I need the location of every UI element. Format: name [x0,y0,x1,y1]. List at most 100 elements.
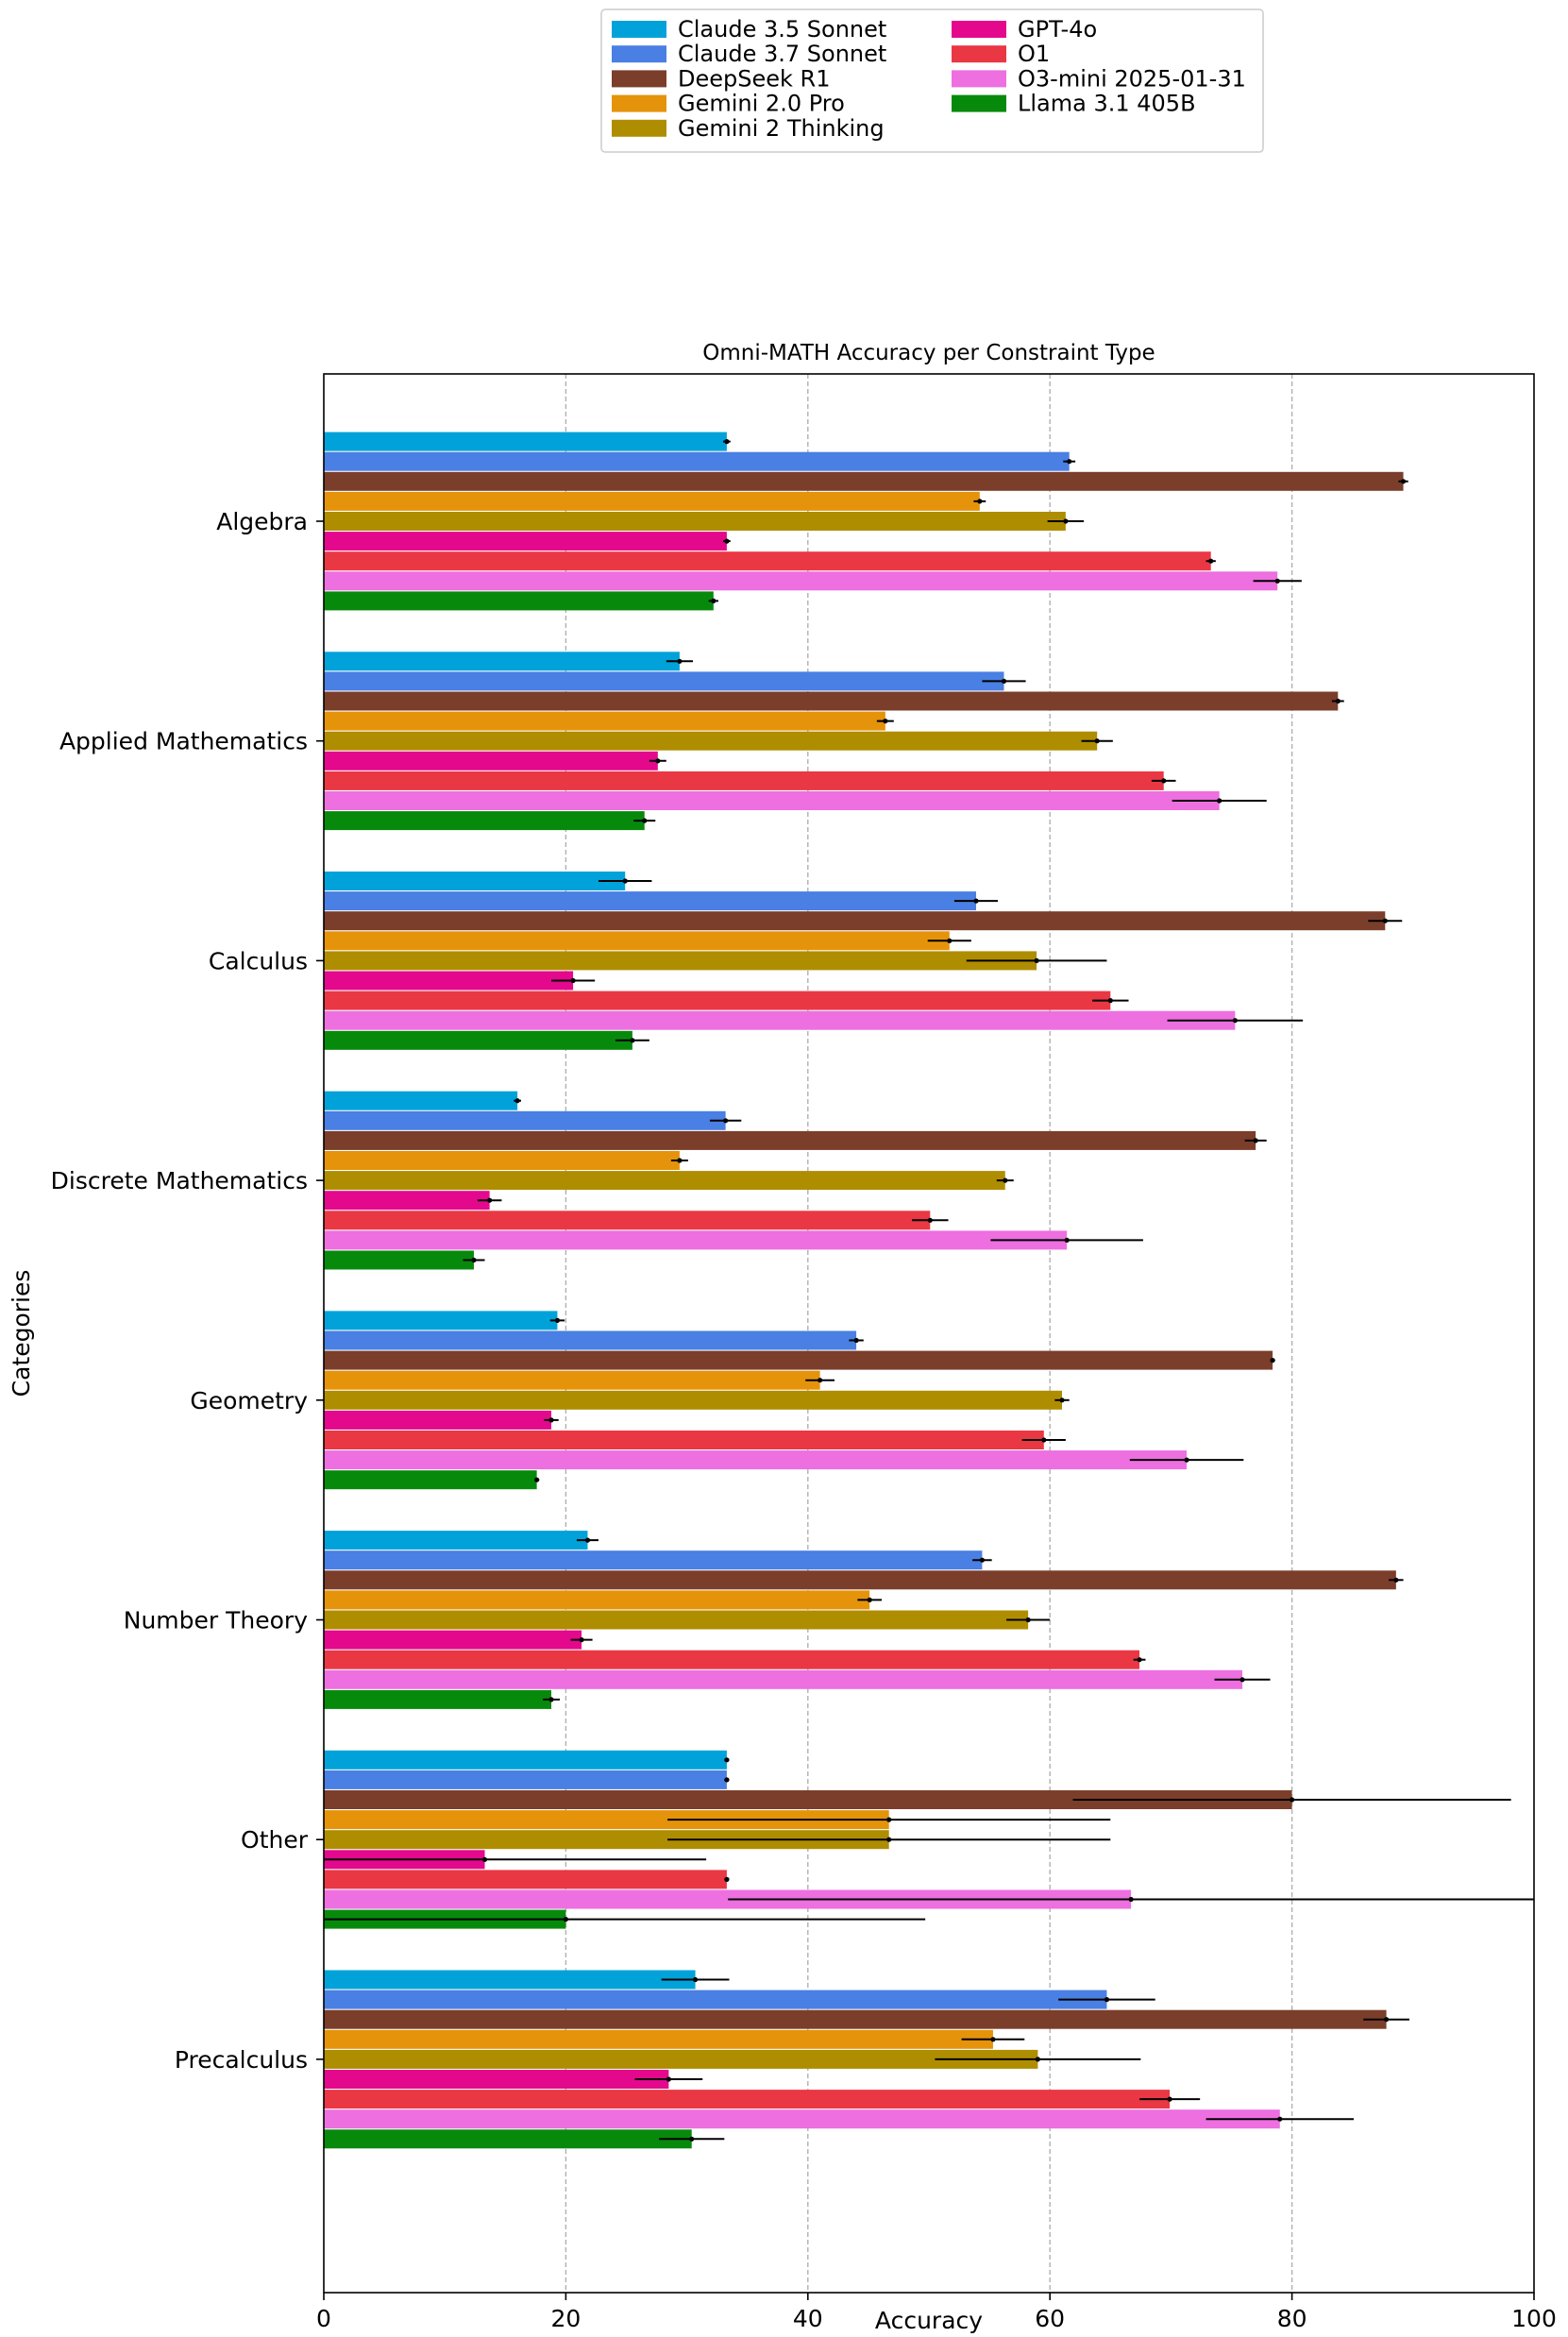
y-tick-label-algebra: Algebra [216,508,308,535]
error-bar-mean-2-7 [1232,1018,1238,1024]
bar-discrete-mathematics-7 [324,1230,1068,1250]
bar-geometry-8 [324,1470,537,1490]
error-bar-mean-4-2 [1270,1358,1275,1363]
bar-number-theory-5 [324,1630,582,1650]
bar-other-1 [324,1770,727,1789]
legend-label-7: O3-mini 2025-01-31 [1018,65,1246,92]
x-tick-label-60: 60 [1035,2305,1065,2332]
error-bar-mean-4-1 [853,1337,859,1344]
bar-algebra-5 [324,532,727,551]
error-bar-mean-7-2 [1383,2017,1390,2023]
y-tick-label-discrete-mathematics: Discrete Mathematics [51,1167,308,1194]
bar-discrete-mathematics-3 [324,1151,680,1170]
bar-precalculus-3 [324,2029,993,2049]
bar-applied-mathematics-5 [324,751,658,771]
bar-calculus-4 [324,951,1037,971]
axis-ticks: 0 20 40 60 80 100 Algebra Applied Mathematics Ca… [51,508,1557,2332]
bar-other-3 [324,1810,889,1830]
bar-calculus-5 [324,971,574,991]
bar-number-theory-4 [324,1610,1029,1630]
error-bar-mean-1-1 [1001,678,1007,685]
bar-other-0 [324,1750,727,1770]
error-bar-mean-6-1 [724,1777,730,1783]
x-tick-label-20: 20 [550,2305,581,2332]
y-axis-label: Categories [8,1270,35,1397]
bar-number-theory-8 [324,1689,552,1709]
bars [324,432,1404,2149]
error-bar-mean-5-3 [867,1597,872,1602]
bar-precalculus-1 [324,1990,1107,2009]
error-bar-mean-4-7 [1184,1457,1189,1463]
bar-applied-mathematics-8 [324,811,645,831]
bar-calculus-1 [324,891,976,911]
error-bar-mean-0-5 [724,538,730,544]
legend-swatch-2 [612,70,666,88]
bar-discrete-mathematics-1 [324,1110,726,1130]
bar-geometry-5 [324,1410,552,1430]
error-bar-mean-0-2 [1400,479,1407,484]
error-bar-mean-7-0 [692,1976,699,1983]
bar-number-theory-1 [324,1550,983,1570]
error-bar-mean-3-6 [927,1217,933,1223]
legend-swatch-8 [952,94,1006,112]
error-bar-mean-0-6 [1208,558,1214,564]
error-bar-mean-3-3 [677,1158,683,1163]
error-bar-mean-4-6 [1041,1437,1047,1443]
error-bar-mean-2-3 [947,938,953,943]
bar-discrete-mathematics-0 [324,1091,518,1110]
bar-calculus-7 [324,1010,1236,1030]
error-bar-mean-2-6 [1107,998,1113,1004]
legend-swatch-4 [612,119,666,137]
legend-label-5: GPT-4o [1018,16,1097,42]
error-bar-mean-5-6 [1137,1657,1142,1663]
error-bar-mean-7-6 [1167,2096,1172,2102]
error-bar-mean-5-4 [1025,1617,1031,1623]
error-bar-mean-2-4 [1034,957,1039,964]
x-axis-label: Accuracy [875,2307,983,2333]
bar-number-theory-3 [324,1590,870,1610]
error-bar-mean-7-4 [1035,2057,1040,2062]
bar-algebra-0 [324,432,727,451]
error-bar-mean-3-5 [487,1197,493,1203]
bar-geometry-6 [324,1431,1044,1449]
error-bar-mean-6-7 [1128,1896,1134,1903]
error-bar-mean-3-0 [514,1098,520,1104]
error-bar-mean-6-4 [886,1837,892,1842]
legend-swatch-3 [612,94,666,112]
error-bar-mean-6-6 [724,1876,730,1882]
error-bar-mean-3-8 [471,1257,477,1263]
bar-algebra-4 [324,512,1066,531]
x-tick-label-100: 100 [1511,2305,1557,2332]
error-bar-mean-0-7 [1274,578,1280,584]
bar-geometry-1 [324,1330,857,1350]
error-bar-mean-0-0 [724,439,730,445]
y-tick-label-precalculus: Precalculus [175,2046,308,2074]
bar-calculus-0 [324,872,626,890]
error-bar-mean-0-8 [711,598,717,604]
bar-precalculus-8 [324,2129,692,2149]
bar-discrete-mathematics-6 [324,1211,931,1230]
bar-calculus-3 [324,931,950,951]
bar-applied-mathematics-4 [324,731,1098,751]
error-bar-mean-4-4 [1059,1397,1065,1403]
error-bar-mean-3-2 [1253,1138,1258,1143]
bar-algebra-8 [324,591,714,611]
error-bar-mean-4-3 [818,1378,823,1383]
y-tick-label-number-theory: Number Theory [124,1607,308,1634]
error-bar-mean-4-8 [534,1477,540,1482]
x-tick-label-80: 80 [1277,2305,1307,2332]
bar-other-2 [324,1790,1292,1809]
bar-calculus-2 [324,911,1386,931]
bar-precalculus-0 [324,1970,696,1990]
plot-area-frame [323,373,1535,2294]
bar-other-7 [324,1889,1132,1909]
legend-swatch-5 [952,21,1006,38]
bar-applied-mathematics-6 [324,771,1164,790]
legend-label-4: Gemini 2 Thinking [678,115,885,142]
error-bar-mean-1-5 [655,758,661,764]
bar-precalculus-4 [324,2049,1038,2069]
error-bar-mean-5-2 [1393,1577,1399,1583]
error-bar-mean-7-1 [1104,1997,1110,2003]
